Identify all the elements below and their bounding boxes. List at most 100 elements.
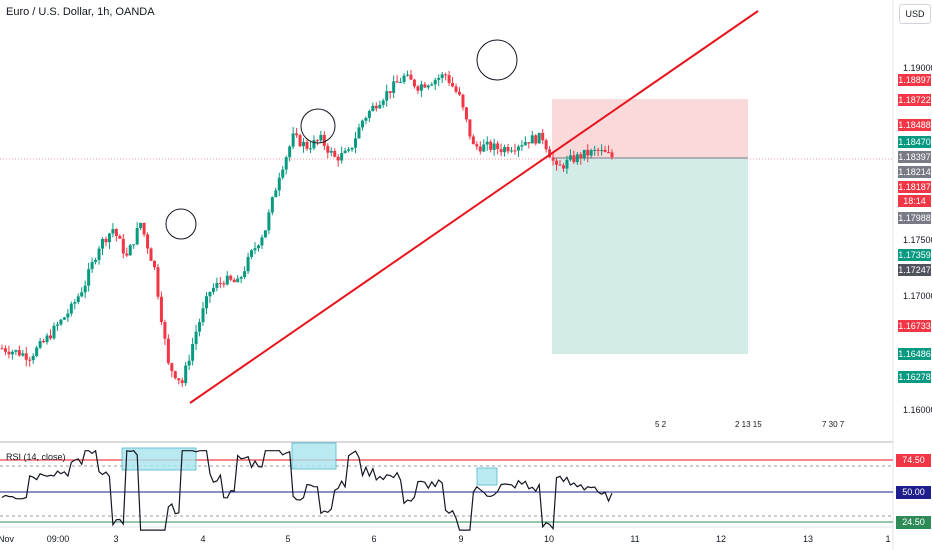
swing-high-circle[interactable] [165,208,197,240]
candle-body [10,351,14,355]
candle-body [250,250,254,257]
candle-body [537,132,541,144]
candle-body [180,380,184,384]
candle-body [343,150,347,154]
candle-body [73,302,77,304]
candle-body [90,261,94,270]
time-label: Nov [0,534,15,544]
currency-button[interactable]: USD [899,4,931,24]
candle-body [558,164,562,166]
candle-body [319,134,323,141]
event-flag[interactable]: 7 30 7 [822,420,845,429]
price-label: 1.18897 [898,74,931,86]
candle-body [551,157,555,161]
candle-body [62,317,66,320]
candle-body [52,325,56,339]
candle-body [166,338,170,364]
current-price-label: 1.18187 [898,181,931,193]
candle-body [139,222,143,229]
candle-body [28,359,32,361]
candle-body [468,119,472,137]
candle-body [503,147,507,153]
candle-body [482,144,486,152]
candle-body [17,350,21,356]
candle-body [596,149,600,151]
swing-high-circle[interactable] [476,39,518,81]
candle-body [76,296,80,303]
rsi-highlight-box[interactable] [476,467,498,486]
candle-body [423,84,427,88]
rsi-upper-label: 74.50 [896,454,931,467]
time-label: 9 [458,534,464,544]
candle-body [541,132,545,141]
rsi-indicator-title[interactable]: RSI (14, close) [6,452,66,462]
candle-body [215,283,219,288]
candle-body [419,84,423,91]
candle-body [475,144,479,147]
price-label: 1.18214 [898,166,931,178]
candle-body [513,150,517,152]
candle-body [374,105,378,109]
candle-body [184,365,188,384]
candle-body [544,140,548,150]
candle-body [589,150,593,156]
candle-body [437,77,441,80]
candle-body [492,143,496,150]
take-profit-zone[interactable] [552,158,748,354]
candle-body [97,248,101,260]
swing-high-circle[interactable] [300,108,336,144]
stop-loss-zone[interactable] [552,99,748,158]
candle-body [45,335,49,343]
candle-body [149,248,153,261]
price-label: 1.16486 [898,348,931,360]
price-tick: 1.17500 [903,235,932,245]
trendline[interactable] [189,10,759,404]
candle-body [69,303,73,314]
candle-body [392,81,396,93]
candle-body [291,133,295,147]
rsi-highlight-box[interactable] [121,447,197,471]
candles-group [0,69,614,387]
candle-body [378,104,382,109]
candle-body [274,190,278,198]
candle-body [229,275,233,280]
symbol-title: Euro / U.S. Dollar, 1h, OANDA [6,6,155,18]
rsi-highlight-box[interactable] [291,442,337,470]
candle-body [260,237,264,246]
candle-body [406,74,410,76]
rsi-mid-label: 50.00 [896,486,931,499]
candle-body [565,159,569,169]
candle-body [409,74,413,80]
candle-body [371,105,375,112]
candle-body [267,212,271,231]
candle-body [7,351,11,355]
candle-body [3,348,7,352]
candle-body [516,146,520,151]
candle-body [464,107,468,120]
candle-body [412,79,416,87]
price-label: 1.16278 [898,371,931,383]
candle-body [433,79,437,85]
event-flag[interactable]: 5 2 [655,420,667,429]
candle-body [315,140,319,142]
candle-body [0,348,4,350]
candle-body [218,283,222,285]
candle-body [111,229,115,234]
candle-body [246,256,250,272]
candle-body [49,335,53,339]
candle-body [509,150,513,152]
candle-body [600,149,604,151]
candle-body [548,149,552,158]
candle-body [568,155,572,160]
time-label: 5 [285,534,291,544]
candle-body [170,363,174,372]
event-flag[interactable]: 2 13 15 [735,420,762,429]
time-label: 10 [543,534,555,544]
price-tick: 1.16000 [903,405,932,415]
candle-body [312,140,316,149]
candle-body [263,230,267,238]
candle-body [458,91,461,95]
time-label: 6 [371,534,377,544]
time-label: 09:00 [46,534,70,544]
